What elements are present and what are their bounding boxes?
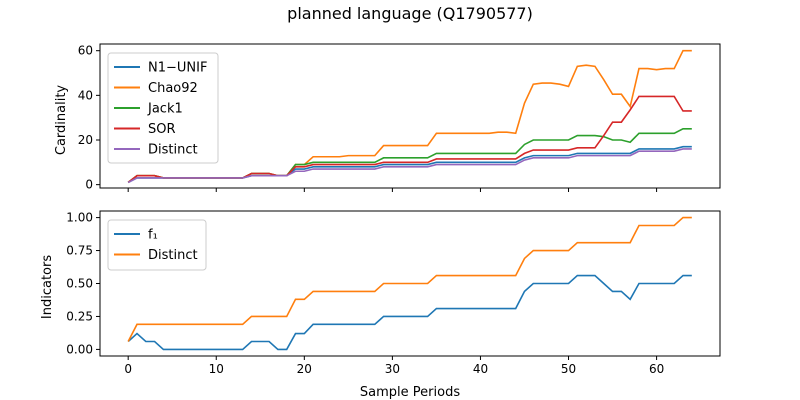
legend-label: f₁ <box>148 228 158 243</box>
x-tick-label: 40 <box>473 362 488 376</box>
legend-box <box>107 219 207 271</box>
x-tick-label: 30 <box>385 362 400 376</box>
legend-label: Distinct <box>148 143 198 158</box>
bottom-y-axis-label: Indicators <box>40 255 55 319</box>
legend-label: Chao92 <box>148 81 198 96</box>
y-tick-label: 1.00 <box>66 211 93 225</box>
legend-label: Jack1 <box>147 102 183 117</box>
y-tick-label: 0 <box>85 178 93 192</box>
y-tick-label: 0.25 <box>66 309 93 323</box>
x-tick-label: 60 <box>649 362 664 376</box>
y-tick-label: 20 <box>78 133 93 147</box>
y-tick-label: 0.00 <box>66 342 93 356</box>
legend-label: N1−UNIF <box>148 61 207 76</box>
x-axis-label: Sample Periods <box>360 385 460 400</box>
legend: f₁ Distinct <box>107 219 207 271</box>
series-line-0 <box>127 274 692 351</box>
plot-frame <box>99 43 721 189</box>
chart-title: planned language (Q1790577) <box>287 4 533 23</box>
legend-box <box>107 52 219 164</box>
x-tick-label: 50 <box>561 362 576 376</box>
legend-label: Distinct <box>148 248 198 263</box>
top-y-axis-label: Cardinality <box>54 85 69 156</box>
x-tick-label: 20 <box>297 362 312 376</box>
x-tick-label: 10 <box>209 362 224 376</box>
x-tick-label: 0 <box>124 362 132 376</box>
legend-label: SOR <box>148 122 176 137</box>
series-line-4 <box>127 148 692 184</box>
y-tick-label: 40 <box>78 88 93 102</box>
bottom-panel-indicators: Indicators 0 10 20 30 40 50 60 0.00 0.25 0.50 0.75… <box>40 210 721 376</box>
y-tick-label: 60 <box>78 44 93 58</box>
top-panel-cardinality: Cardinality 0 20 40 60 N1−UNIF Chao92 Jack1 SOR… <box>54 43 721 192</box>
series-line-1 <box>127 216 692 342</box>
y-tick-label: 0.75 <box>66 244 93 258</box>
legend: N1−UNIF Chao92 Jack1 SOR Distinct <box>107 52 219 164</box>
y-tick-label: 0.50 <box>66 277 93 291</box>
